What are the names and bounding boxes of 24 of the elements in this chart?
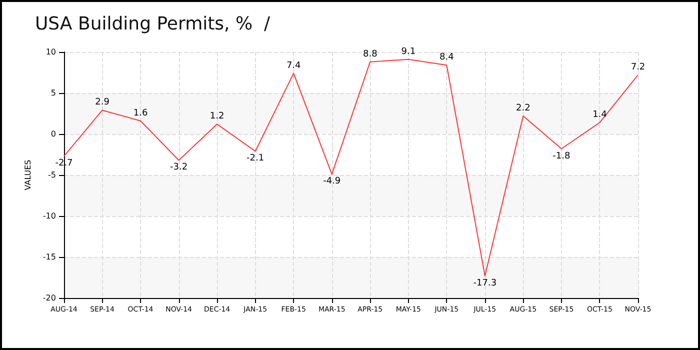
data-label: -1.8 [552,151,571,162]
y-tick-label: -15 [42,252,56,262]
data-label: 8.8 [362,49,378,60]
y-tick-label: 10 [46,48,56,56]
data-label: 9.1 [401,46,416,57]
data-label: 7.4 [286,60,302,71]
data-label: 1.4 [592,110,608,120]
data-label: 1.6 [133,108,148,118]
y-tick-label: -10 [42,212,56,220]
y-tick-label: 0 [50,130,56,138]
data-label: -2.1 [246,154,264,164]
data-label: 7.2 [630,62,646,72]
data-label: -4.9 [323,176,341,187]
data-label: 8.4 [440,52,454,63]
data-label: 2.9 [95,98,110,108]
data-label: 2.2 [516,103,530,114]
y-tick-label: -5 [48,170,56,180]
data-label: -17.3 [473,278,497,288]
y-tick-label: 5 [50,88,56,98]
chart-title: USA Building Permits, % / [35,14,272,34]
y-axis-title: VALUES [24,160,33,190]
data-label: -3.2 [170,162,188,173]
data-label: 1.2 [210,112,224,122]
y-tick-label: -20 [42,294,56,302]
